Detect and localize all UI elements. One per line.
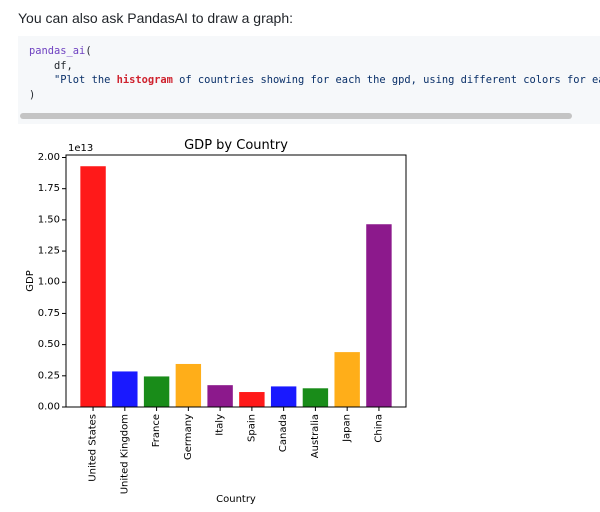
y-tick-label: 1.75 (38, 183, 60, 194)
x-tick-label: United Kingdom (119, 414, 130, 494)
code-block: pandas_ai( df, "Plot the histogram of co… (18, 36, 600, 124)
intro-text: You can also ask PandasAI to draw a grap… (18, 10, 293, 26)
x-tick-label: Canada (278, 414, 289, 452)
x-tick-label: Japan (342, 414, 353, 443)
bar-australia (302, 388, 329, 407)
bar-france (143, 376, 170, 407)
x-tick-label: United States (88, 414, 99, 482)
y-tick-label: 2.00 (38, 152, 60, 163)
code-keyword-histogram: histogram (116, 74, 173, 86)
y-tick-label: 1.50 (38, 214, 60, 225)
x-tick-label: France (151, 414, 162, 447)
bar-germany (175, 363, 202, 407)
bar-canada (270, 386, 297, 407)
code-prompt-end: of countries showing for each the gpd, u… (179, 74, 600, 86)
y-tick-label: 0.25 (38, 370, 60, 381)
code-open-paren: ( (85, 45, 92, 57)
scrollbar-thumb[interactable] (20, 113, 572, 119)
bar-japan (334, 352, 360, 407)
y-tick-label: 0.50 (38, 339, 60, 350)
y-scale-label: 1e13 (68, 143, 93, 154)
y-tick-label: 0.75 (38, 308, 60, 319)
chart-title: GDP by Country (184, 138, 288, 153)
code-content: pandas_ai( df, "Plot the histogram of co… (29, 44, 600, 102)
x-tick-label: China (373, 414, 384, 443)
chart-bars (80, 166, 392, 407)
code-arg-df: df, (54, 59, 73, 72)
y-tick-label: 1.25 (38, 246, 60, 257)
chart-axes-frame (65, 154, 407, 408)
bar-spain (239, 392, 265, 407)
horizontal-scrollbar[interactable] (18, 112, 600, 120)
x-axis-ticks: United States United Kingdom France Germany… (88, 407, 384, 494)
code-close-paren: ) (29, 88, 36, 101)
x-tick-label: Australia (310, 414, 321, 458)
code-indent (29, 74, 54, 86)
y-tick-label: 1.00 (38, 277, 60, 288)
y-tick-label: 0.00 (38, 402, 60, 413)
bar-united-kingdom (112, 371, 138, 407)
x-tick-label: Spain (246, 414, 257, 442)
gdp-bar-chart: 0.00 0.25 0.50 0.75 1.00 1.25 1.50 1.75 2.00 Uni… (25, 138, 407, 505)
y-axis-ticks: 0.00 0.25 0.50 0.75 1.00 1.25 1.50 1.75 2.00 (38, 152, 66, 413)
x-tick-label: Italy (215, 414, 226, 436)
x-axis-label: Country (216, 494, 256, 505)
y-axis-label: GDP (25, 270, 36, 291)
code-function-name: pandas_ai (29, 45, 86, 57)
bar-china (366, 224, 392, 407)
bar-united-states (80, 166, 106, 407)
x-tick-label: Germany (183, 414, 194, 460)
code-prompt-start: "Plot the (54, 74, 117, 86)
bar-italy (207, 385, 233, 407)
